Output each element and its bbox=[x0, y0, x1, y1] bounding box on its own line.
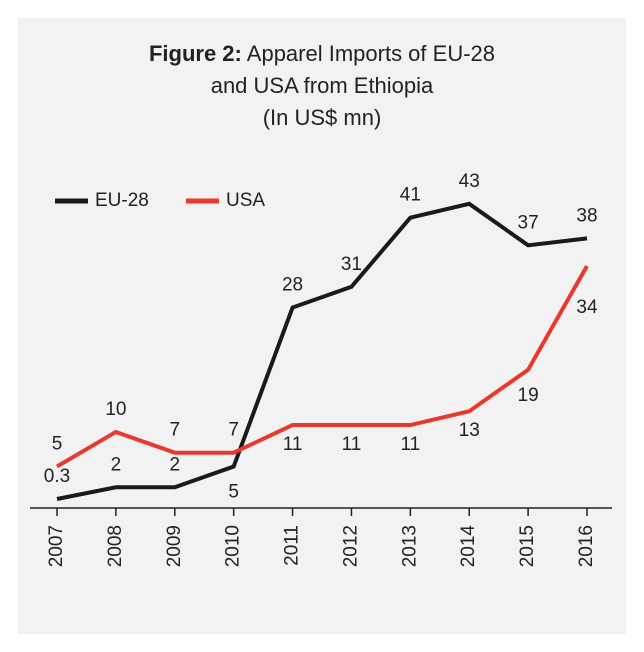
data-label: 41 bbox=[400, 185, 421, 206]
legend-label: EU-28 bbox=[95, 190, 149, 211]
x-tick-label: 2009 bbox=[164, 525, 185, 567]
x-tick-label: 2012 bbox=[340, 525, 361, 567]
x-tick-label: 2014 bbox=[458, 525, 479, 568]
data-label: 28 bbox=[282, 275, 303, 296]
data-label: 5 bbox=[228, 482, 239, 503]
x-tick-label: 2011 bbox=[282, 525, 303, 566]
chart-subtitle: (In US$ mn) bbox=[262, 105, 382, 130]
data-label: 2 bbox=[169, 454, 180, 475]
legend-label: USA bbox=[226, 190, 265, 211]
data-label: 37 bbox=[518, 212, 539, 233]
x-tick-label: 2010 bbox=[223, 525, 244, 567]
title-label: Figure 2: bbox=[148, 41, 242, 66]
data-label: 11 bbox=[400, 434, 420, 455]
data-label: 5 bbox=[52, 434, 63, 455]
data-label: 7 bbox=[169, 420, 180, 441]
x-tick-label: 2007 bbox=[46, 525, 67, 567]
data-label: 0.3 bbox=[44, 466, 70, 487]
line-series bbox=[56, 201, 588, 501]
data-label: 31 bbox=[341, 254, 362, 275]
line-series bbox=[55, 265, 589, 469]
x-tick-label: 2013 bbox=[399, 525, 420, 567]
data-label: 19 bbox=[518, 385, 539, 406]
title-block: Figure 2: Apparel Imports of EU-28 and U… bbox=[130, 38, 514, 134]
x-tick-label: 2015 bbox=[517, 525, 538, 567]
data-label: 38 bbox=[576, 205, 597, 226]
x-tick-label: 2016 bbox=[576, 525, 597, 567]
background bbox=[18, 18, 626, 634]
data-label: 34 bbox=[576, 297, 598, 318]
data-label: 7 bbox=[228, 420, 239, 441]
data-label: 43 bbox=[459, 171, 480, 192]
chart-title: Apparel Imports of EU-28 and USA from Et… bbox=[210, 41, 496, 98]
data-label: 10 bbox=[105, 399, 126, 420]
data-label: 13 bbox=[459, 420, 480, 441]
data-label: 11 bbox=[342, 434, 362, 455]
data-label: 2 bbox=[111, 454, 122, 475]
x-tick-label: 2008 bbox=[105, 525, 126, 567]
data-label: 11 bbox=[283, 434, 303, 455]
